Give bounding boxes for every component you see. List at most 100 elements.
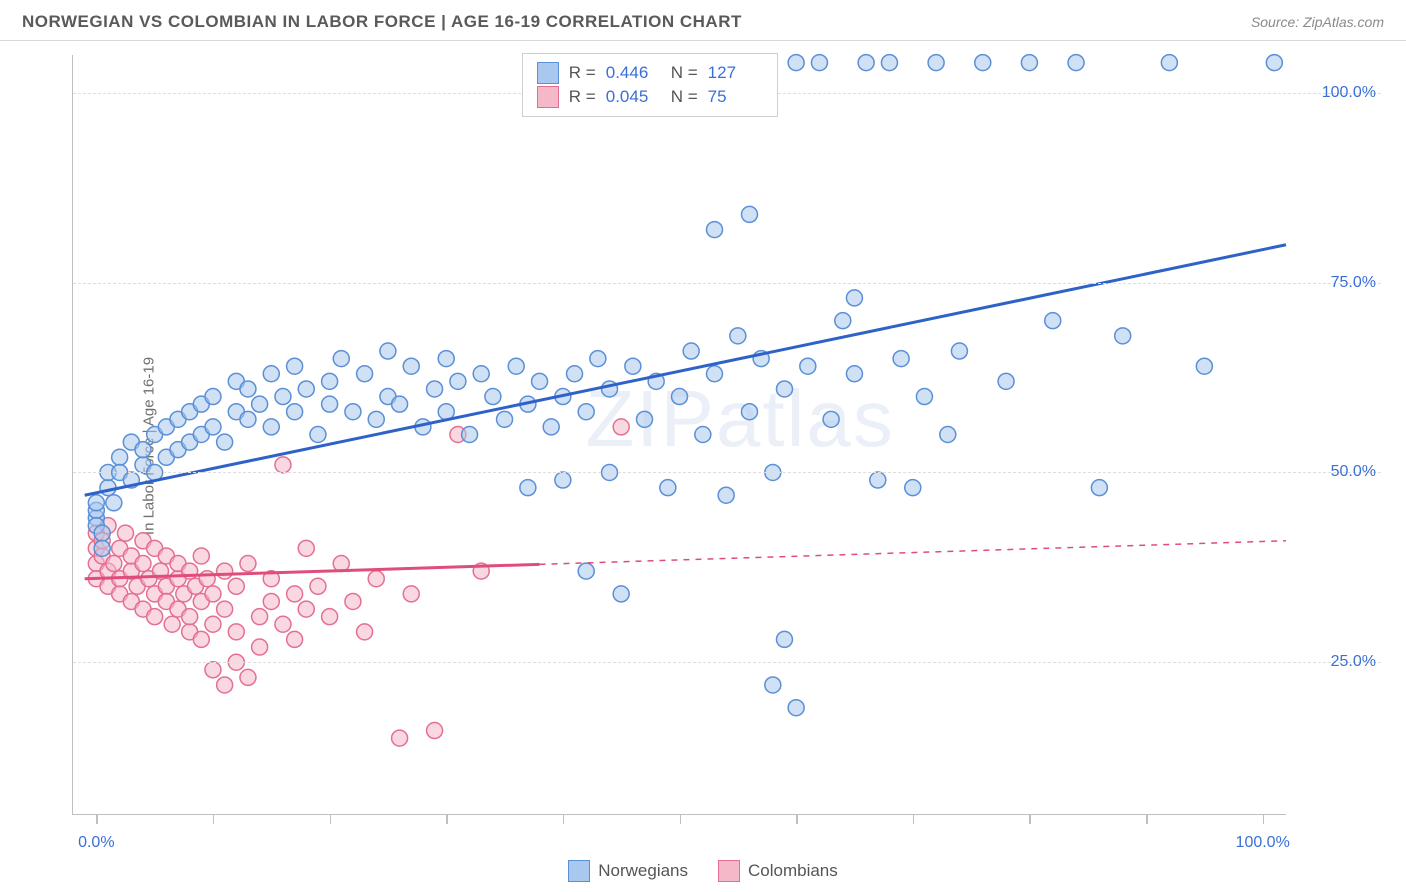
- legend-item-norwegians: Norwegians: [568, 860, 688, 882]
- point-norwegians: [730, 328, 746, 344]
- point-norwegians: [240, 381, 256, 397]
- point-colombians: [117, 525, 133, 541]
- point-norwegians: [578, 404, 594, 420]
- legend-row-norwegians: R = 0.446 N = 127: [537, 62, 763, 84]
- point-norwegians: [975, 55, 991, 71]
- x-tick: [796, 814, 798, 824]
- point-norwegians: [88, 495, 104, 511]
- point-norwegians: [333, 351, 349, 367]
- y-tick-label: 25.0%: [1331, 653, 1376, 671]
- y-tick-label: 100.0%: [1322, 84, 1376, 102]
- point-norwegians: [438, 351, 454, 367]
- point-norwegians: [100, 480, 116, 496]
- point-norwegians: [263, 366, 279, 382]
- point-norwegians: [660, 480, 676, 496]
- point-norwegians: [776, 381, 792, 397]
- swatch-norwegians: [537, 62, 559, 84]
- point-norwegians: [1021, 55, 1037, 71]
- point-norwegians: [788, 55, 804, 71]
- x-tick: [1146, 814, 1148, 824]
- gridline: [73, 472, 1381, 473]
- point-norwegians: [112, 449, 128, 465]
- x-tick-label: 100.0%: [1236, 834, 1290, 852]
- point-norwegians: [497, 411, 513, 427]
- point-norwegians: [811, 55, 827, 71]
- point-norwegians: [637, 411, 653, 427]
- point-norwegians: [835, 313, 851, 329]
- point-norwegians: [240, 411, 256, 427]
- x-tick: [1029, 814, 1031, 824]
- point-norwegians: [718, 487, 734, 503]
- point-colombians: [205, 616, 221, 632]
- point-colombians: [298, 540, 314, 556]
- plot-svg: [73, 55, 1286, 814]
- point-norwegians: [345, 404, 361, 420]
- point-norwegians: [706, 366, 722, 382]
- legend-label-norwegians: Norwegians: [598, 861, 688, 881]
- gridline: [73, 662, 1381, 663]
- point-norwegians: [998, 373, 1014, 389]
- point-colombians: [205, 586, 221, 602]
- point-colombians: [403, 586, 419, 602]
- point-colombians: [368, 571, 384, 587]
- point-norwegians: [287, 404, 303, 420]
- point-norwegians: [683, 343, 699, 359]
- point-colombians: [240, 669, 256, 685]
- x-tick: [330, 814, 332, 824]
- point-norwegians: [590, 351, 606, 367]
- point-norwegians: [205, 419, 221, 435]
- point-norwegians: [392, 396, 408, 412]
- point-norwegians: [613, 586, 629, 602]
- point-norwegians: [788, 700, 804, 716]
- point-colombians: [217, 677, 233, 693]
- r-value-colombians: 0.045: [606, 87, 661, 107]
- point-norwegians: [695, 427, 711, 443]
- point-norwegians: [567, 366, 583, 382]
- point-norwegians: [94, 540, 110, 556]
- point-norwegians: [893, 351, 909, 367]
- point-colombians: [322, 609, 338, 625]
- point-norwegians: [940, 427, 956, 443]
- point-norwegians: [380, 343, 396, 359]
- point-colombians: [199, 571, 215, 587]
- x-tick-label: 0.0%: [78, 834, 114, 852]
- point-norwegians: [322, 396, 338, 412]
- point-norwegians: [322, 373, 338, 389]
- point-norwegians: [800, 358, 816, 374]
- point-norwegians: [951, 343, 967, 359]
- n-label: N =: [671, 63, 698, 83]
- point-colombians: [310, 578, 326, 594]
- point-colombians: [287, 586, 303, 602]
- point-norwegians: [252, 396, 268, 412]
- point-colombians: [298, 601, 314, 617]
- x-tick: [1263, 814, 1265, 824]
- n-value-colombians: 75: [708, 87, 763, 107]
- chart-source: Source: ZipAtlas.com: [1251, 14, 1384, 30]
- point-colombians: [217, 563, 233, 579]
- point-norwegians: [846, 366, 862, 382]
- point-norwegians: [543, 419, 559, 435]
- point-colombians: [135, 556, 151, 572]
- point-norwegians: [555, 472, 571, 488]
- r-label: R =: [569, 63, 596, 83]
- point-norwegians: [357, 366, 373, 382]
- point-colombians: [106, 556, 122, 572]
- point-colombians: [182, 609, 198, 625]
- point-norwegians: [1161, 55, 1177, 71]
- n-value-norwegians: 127: [708, 63, 763, 83]
- chart-header: NORWEGIAN VS COLOMBIAN IN LABOR FORCE | …: [0, 0, 1406, 41]
- point-norwegians: [858, 55, 874, 71]
- point-norwegians: [508, 358, 524, 374]
- chart-title: NORWEGIAN VS COLOMBIAN IN LABOR FORCE | …: [22, 12, 742, 32]
- point-norwegians: [263, 419, 279, 435]
- point-norwegians: [217, 434, 233, 450]
- point-norwegians: [1266, 55, 1282, 71]
- point-colombians: [392, 730, 408, 746]
- point-colombians: [193, 631, 209, 647]
- legend-row-colombians: R = 0.045 N = 75: [537, 86, 763, 108]
- point-norwegians: [473, 366, 489, 382]
- r-label: R =: [569, 87, 596, 107]
- point-colombians: [228, 624, 244, 640]
- point-colombians: [164, 616, 180, 632]
- point-norwegians: [1068, 55, 1084, 71]
